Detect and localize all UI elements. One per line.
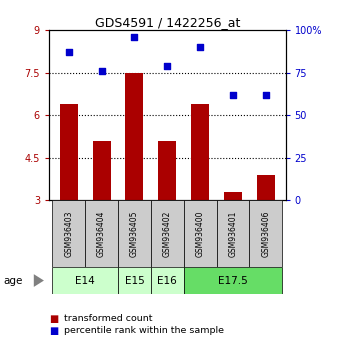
Text: ■: ■ [49, 326, 58, 336]
Text: GSM936402: GSM936402 [163, 210, 172, 257]
Text: transformed count: transformed count [64, 314, 153, 323]
Point [132, 34, 137, 40]
Text: E15: E15 [125, 275, 144, 286]
Point [263, 92, 269, 97]
Title: GDS4591 / 1422256_at: GDS4591 / 1422256_at [95, 16, 240, 29]
Bar [184, 267, 282, 294]
Point [66, 49, 71, 55]
Polygon shape [34, 274, 44, 287]
Bar [52, 200, 85, 267]
Text: E17.5: E17.5 [218, 275, 248, 286]
Bar [158, 141, 176, 200]
Bar [85, 200, 118, 267]
Text: GSM936405: GSM936405 [130, 210, 139, 257]
Text: GSM936403: GSM936403 [64, 210, 73, 257]
Bar [60, 104, 78, 200]
Point [165, 63, 170, 69]
Text: GSM936401: GSM936401 [228, 210, 238, 257]
Bar [151, 267, 184, 294]
Text: ■: ■ [49, 314, 58, 324]
Text: GSM936406: GSM936406 [261, 210, 270, 257]
Text: age: age [3, 275, 23, 286]
Bar [249, 200, 282, 267]
Text: GSM936404: GSM936404 [97, 210, 106, 257]
Text: E16: E16 [158, 275, 177, 286]
Bar [224, 192, 242, 200]
Bar [93, 141, 111, 200]
Bar [257, 175, 275, 200]
Bar [52, 267, 118, 294]
Bar [217, 200, 249, 267]
Text: GSM936400: GSM936400 [196, 210, 205, 257]
Point [230, 92, 236, 97]
Bar [125, 73, 144, 200]
Text: E14: E14 [75, 275, 95, 286]
Bar [118, 200, 151, 267]
Bar [151, 200, 184, 267]
Text: percentile rank within the sample: percentile rank within the sample [64, 326, 224, 336]
Point [99, 68, 104, 74]
Bar [118, 267, 151, 294]
Bar [184, 200, 217, 267]
Point [197, 44, 203, 50]
Bar [191, 104, 209, 200]
